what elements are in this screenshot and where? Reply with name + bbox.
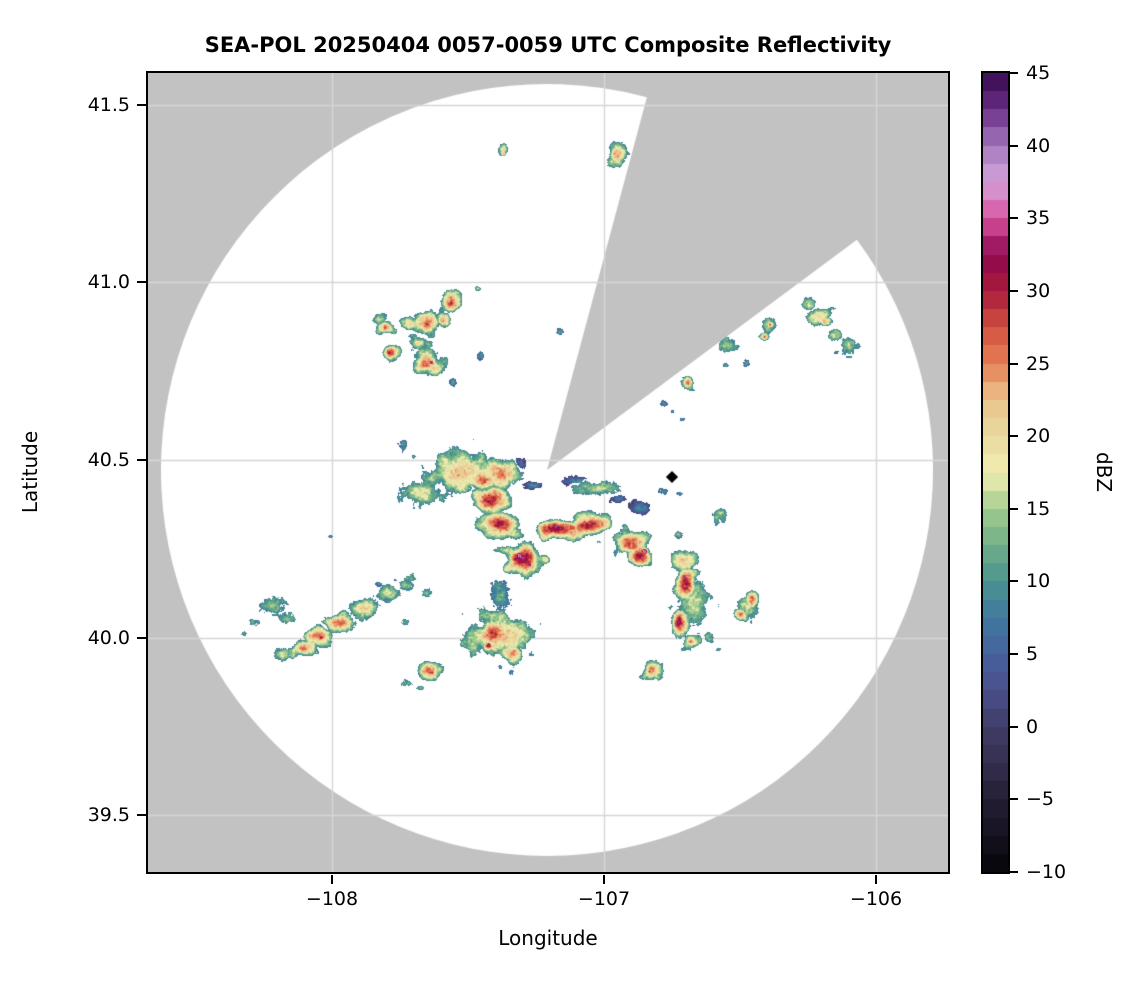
y-axis-tick [137,637,146,639]
colorbar-tick [1010,289,1018,292]
colorbar-canvas [983,73,1008,872]
y-axis-label: Latitude [18,430,42,514]
colorbar-tick-label: 0 [1026,715,1039,738]
radar-plot-canvas [148,73,948,872]
colorbar-tick-label: 25 [1026,352,1051,375]
radar-plot-area [146,71,950,874]
colorbar-tick [1010,144,1018,147]
chart-title: SEA-POL 20250404 0057-0059 UTC Composite… [204,33,892,57]
colorbar-tick [1010,580,1018,583]
y-axis-tick [137,104,146,106]
colorbar-tick-label: 45 [1026,62,1051,84]
colorbar-tick [1010,798,1018,801]
colorbar-tick-label: 35 [1026,207,1051,230]
colorbar-tick [1010,725,1018,728]
x-axis-label: Longitude [498,926,598,950]
colorbar-label: dBZ [1092,451,1116,493]
colorbar-tick-label: 20 [1026,425,1051,448]
colorbar-tick-label: −5 [1026,788,1055,811]
colorbar-tick [1010,653,1018,656]
x-axis-tick [331,875,333,884]
colorbar-tick-label: 10 [1026,570,1051,593]
colorbar-tick-label: 5 [1026,643,1039,666]
y-axis-tick [137,814,146,816]
colorbar-tick [1010,362,1018,365]
colorbar-tick [1010,435,1018,438]
y-tick-label: 41.0 [87,271,130,293]
x-axis-tick [603,875,605,884]
x-tick-label: −107 [577,888,631,910]
y-axis-tick [137,459,146,461]
colorbar-tick [1010,217,1018,220]
colorbar-tick-label: 30 [1026,279,1051,302]
x-tick-label: −106 [849,888,903,910]
y-axis-tick [137,281,146,283]
y-tick-label: 41.5 [87,94,130,116]
colorbar [981,71,1010,874]
y-tick-label: 40.0 [87,627,130,649]
colorbar-tick-label: 15 [1026,497,1051,520]
y-tick-label: 40.5 [87,449,130,471]
colorbar-tick [1010,72,1018,74]
colorbar-tick [1010,507,1018,510]
x-axis-tick [875,875,877,884]
colorbar-tick [1010,871,1018,873]
colorbar-tick-label: −10 [1026,861,1067,883]
y-tick-label: 39.5 [87,804,130,826]
x-tick-label: −108 [305,888,359,910]
colorbar-tick-label: 40 [1026,134,1051,157]
